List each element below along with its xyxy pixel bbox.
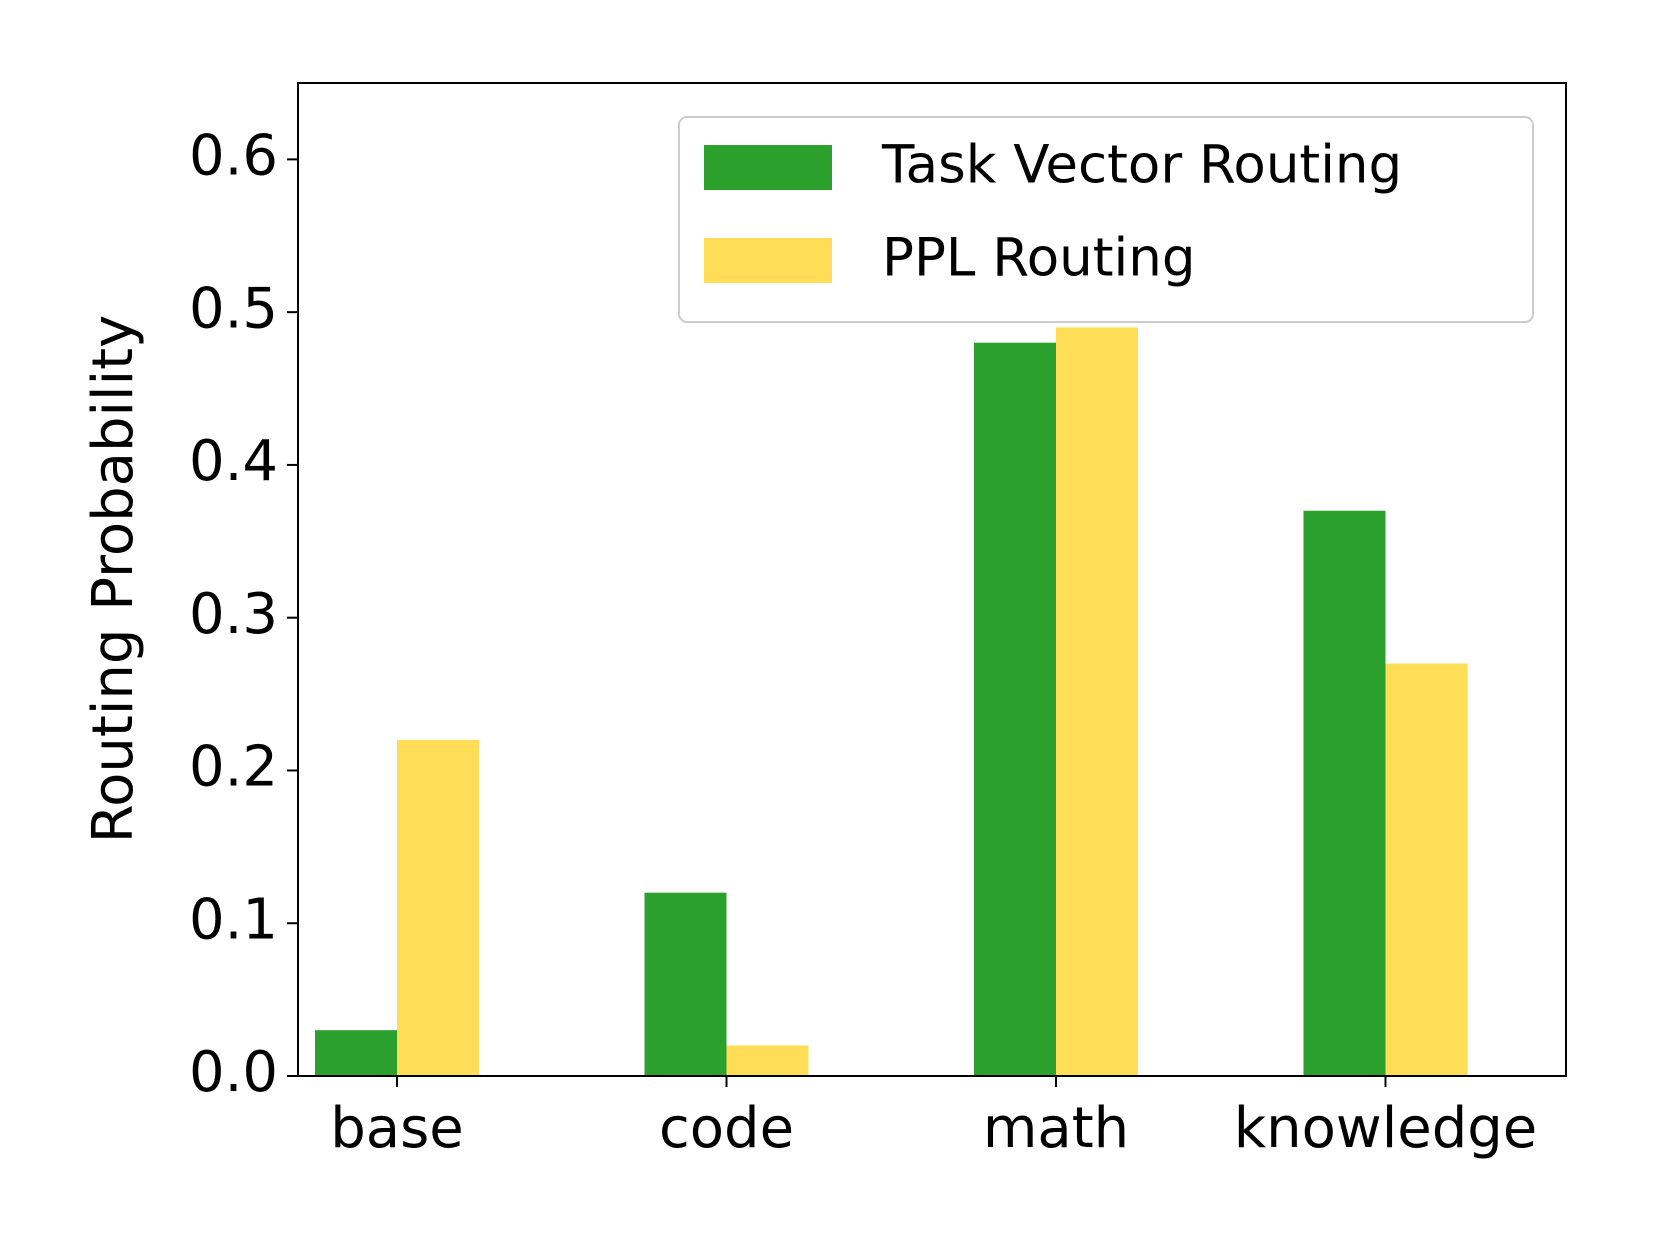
bar bbox=[1385, 663, 1468, 1076]
x-tick-label: knowledge bbox=[1234, 1096, 1538, 1161]
plot-frame bbox=[297, 82, 1567, 1077]
bar bbox=[315, 1030, 397, 1076]
x-tick-label: base bbox=[330, 1096, 464, 1161]
y-tick-label: 0.3 bbox=[189, 582, 278, 647]
bar bbox=[1056, 327, 1138, 1076]
legend-label: PPL Routing bbox=[882, 228, 1196, 289]
y-tick-label: 0.4 bbox=[189, 429, 278, 494]
bar bbox=[726, 1045, 809, 1076]
x-tick-label: math bbox=[983, 1096, 1129, 1161]
bar bbox=[1303, 510, 1386, 1076]
y-tick-label: 0.0 bbox=[189, 1040, 278, 1105]
x-tick-label: code bbox=[659, 1096, 794, 1161]
legend-label: Task Vector Routing bbox=[881, 135, 1402, 196]
y-tick-label: 0.1 bbox=[189, 887, 278, 952]
bar bbox=[974, 342, 1056, 1076]
y-tick-label: 0.2 bbox=[189, 735, 278, 800]
y-axis-label: Routing Probability bbox=[81, 315, 146, 844]
bar bbox=[644, 892, 727, 1076]
y-tick-label: 0.6 bbox=[189, 124, 278, 189]
legend-box bbox=[678, 116, 1534, 323]
bar bbox=[397, 739, 479, 1076]
y-tick-label: 0.5 bbox=[189, 276, 278, 341]
legend-swatch bbox=[704, 238, 832, 283]
legend-swatch bbox=[704, 145, 832, 190]
